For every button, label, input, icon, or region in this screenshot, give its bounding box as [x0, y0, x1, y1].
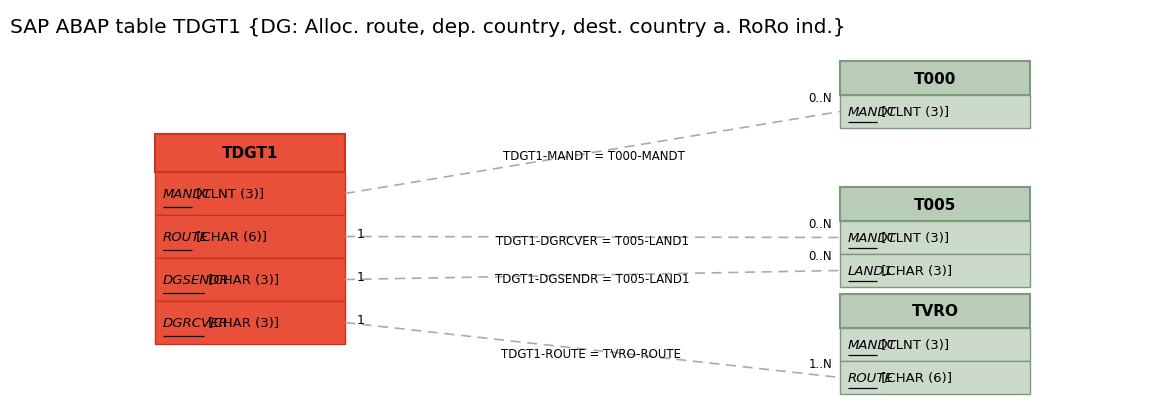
- Text: SAP ABAP table TDGT1 {DG: Alloc. route, dep. country, dest. country a. RoRo ind.: SAP ABAP table TDGT1 {DG: Alloc. route, …: [10, 18, 846, 37]
- Text: [CHAR (6)]: [CHAR (6)]: [192, 230, 267, 243]
- Bar: [840, 294, 1030, 328]
- Bar: [840, 188, 1030, 221]
- Text: MANDT: MANDT: [848, 338, 897, 351]
- Bar: [840, 221, 1030, 254]
- Bar: [840, 96, 1030, 129]
- Text: [CLNT (3)]: [CLNT (3)]: [877, 338, 950, 351]
- Text: TVRO: TVRO: [912, 304, 958, 319]
- Bar: [155, 135, 345, 173]
- Text: 1: 1: [358, 270, 364, 283]
- Bar: [840, 328, 1030, 361]
- Text: 0..N: 0..N: [809, 250, 832, 263]
- Text: LAND1: LAND1: [848, 264, 893, 277]
- Text: [CLNT (3)]: [CLNT (3)]: [877, 106, 950, 119]
- Text: 0..N: 0..N: [809, 91, 832, 104]
- Bar: [840, 62, 1030, 96]
- Text: TDGT1-DGRCVER = T005-LAND1: TDGT1-DGRCVER = T005-LAND1: [496, 234, 688, 247]
- Bar: [155, 216, 345, 258]
- Bar: [840, 361, 1030, 394]
- Text: [CHAR (6)]: [CHAR (6)]: [877, 371, 952, 384]
- Text: 1..N: 1..N: [809, 357, 832, 370]
- Text: [CHAR (3)]: [CHAR (3)]: [205, 273, 279, 286]
- Text: DGSENDR: DGSENDR: [163, 273, 229, 286]
- Text: TDGT1: TDGT1: [222, 146, 278, 161]
- Text: DGRCVER: DGRCVER: [163, 316, 229, 329]
- Text: [CHAR (3)]: [CHAR (3)]: [877, 264, 952, 277]
- Text: MANDT: MANDT: [848, 231, 897, 245]
- Text: T000: T000: [914, 71, 956, 86]
- Bar: [840, 254, 1030, 287]
- Text: ROUTE: ROUTE: [163, 230, 209, 243]
- Text: 1: 1: [358, 313, 364, 326]
- Text: 1: 1: [358, 227, 364, 240]
- Text: ROUTE: ROUTE: [848, 371, 894, 384]
- Text: T005: T005: [914, 197, 956, 212]
- Text: TDGT1-DGSENDR = T005-LAND1: TDGT1-DGSENDR = T005-LAND1: [495, 272, 690, 285]
- Text: TDGT1-MANDT = T000-MANDT: TDGT1-MANDT = T000-MANDT: [503, 150, 685, 163]
- Text: MANDT: MANDT: [163, 188, 212, 200]
- Text: [CLNT (3)]: [CLNT (3)]: [192, 188, 265, 200]
- Text: MANDT: MANDT: [848, 106, 897, 119]
- Text: [CLNT (3)]: [CLNT (3)]: [877, 231, 950, 245]
- Bar: [155, 258, 345, 301]
- Text: TDGT1-ROUTE = TVRO-ROUTE: TDGT1-ROUTE = TVRO-ROUTE: [501, 347, 681, 360]
- Text: [CHAR (3)]: [CHAR (3)]: [205, 316, 279, 329]
- Text: 0..N: 0..N: [809, 217, 832, 230]
- Bar: [155, 173, 345, 216]
- Bar: [155, 301, 345, 344]
